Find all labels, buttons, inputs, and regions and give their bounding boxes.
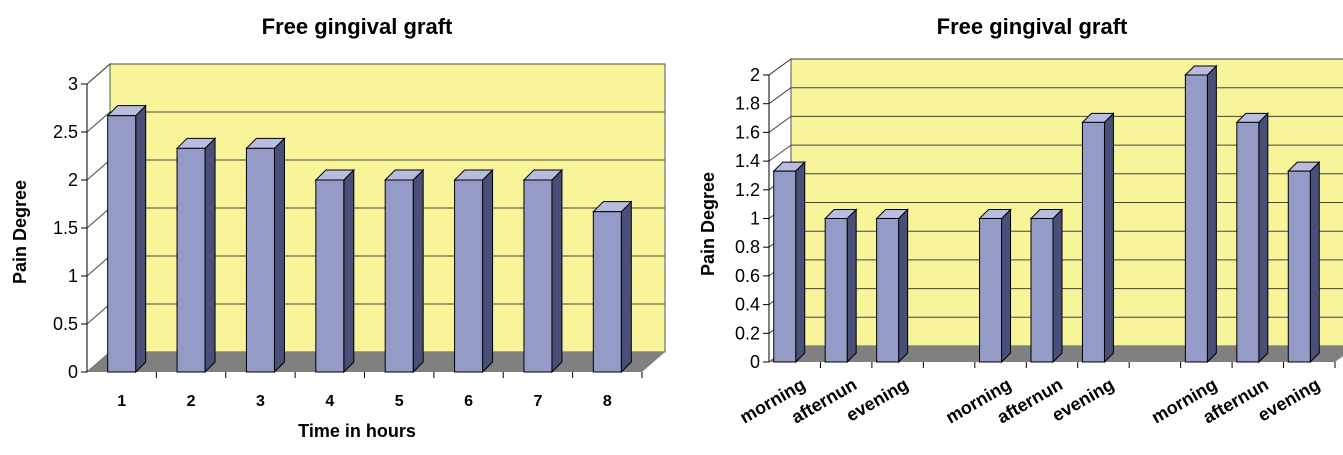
bar (106, 104, 147, 374)
y-tick-label: 1.4 (735, 151, 760, 171)
plot-floor (87, 352, 665, 372)
bar-front (1081, 121, 1105, 363)
bar (453, 168, 494, 374)
chart-right-title: Free gingival graft (937, 14, 1128, 39)
bar (592, 200, 633, 374)
y-tick-label: 0 (68, 362, 78, 382)
bar-front (1236, 121, 1260, 363)
bar-front (245, 147, 275, 373)
x-tick-label: 7 (533, 393, 542, 410)
y-tick-label: 0.2 (735, 323, 760, 343)
bar (978, 208, 1012, 364)
y-tick-label: 0 (750, 352, 760, 372)
bar-side (898, 208, 909, 364)
bar-side (1001, 208, 1012, 364)
bar-side (204, 137, 216, 374)
bar-side (1103, 112, 1114, 364)
gridline-side (86, 207, 111, 229)
bar (175, 137, 217, 374)
chart-left-xlabel: Time in hours (298, 421, 416, 441)
bar-front (384, 179, 414, 373)
y-tick-label: 0.8 (735, 237, 760, 257)
bar-side (795, 160, 806, 364)
bar-front (592, 211, 622, 373)
bar (314, 168, 356, 374)
bar (1029, 208, 1064, 364)
bar-side (1258, 112, 1269, 364)
gridline-side (768, 58, 792, 76)
x-tick-label: 2 (187, 393, 196, 410)
bar-front (773, 170, 797, 363)
bar-front (979, 218, 1003, 363)
y-tick-label: 2 (68, 170, 78, 190)
bar-side (343, 168, 355, 374)
bar (772, 160, 806, 364)
bar-front (107, 115, 137, 373)
bar-side (846, 208, 857, 364)
x-tick-label: 4 (325, 393, 334, 410)
chart-left-title: Free gingival graft (262, 14, 453, 39)
bar-side (1309, 160, 1320, 364)
bar-front (824, 218, 848, 363)
chart-right-ylabel: Pain Degree (698, 172, 718, 276)
chart-left-ylabel: Pain Degree (10, 180, 30, 284)
bar (875, 208, 909, 364)
bar (383, 168, 425, 374)
y-tick-label: 1 (750, 209, 760, 229)
y-tick-label: 1 (68, 266, 78, 286)
x-tick-label: 5 (395, 393, 404, 410)
y-tick-label: 2.5 (53, 122, 78, 142)
gridline-side (86, 111, 111, 133)
bar-front (1287, 170, 1311, 363)
bar (522, 168, 564, 374)
y-tick-label: 1.6 (735, 122, 760, 142)
bar (245, 137, 286, 374)
bar-front (876, 218, 900, 363)
x-tick-label: 6 (464, 393, 473, 410)
x-tick-label: 3 (256, 393, 265, 410)
bar-side (482, 168, 494, 374)
y-tick-label: 2 (750, 65, 760, 85)
gridline-side (768, 144, 792, 162)
gridline-side (86, 255, 111, 277)
y-tick-label: 0.6 (735, 266, 760, 286)
bar-side (1052, 208, 1063, 364)
bar (1184, 64, 1218, 364)
bar-side (273, 137, 285, 374)
chart-left: Free gingival graft Pain Degree Time in … (10, 14, 666, 441)
bar-front (1030, 218, 1054, 363)
gridline-side (86, 63, 111, 85)
gridline-side (86, 303, 111, 325)
y-tick-label: 0.5 (53, 314, 78, 334)
bar-front (176, 147, 206, 373)
bar-side (135, 104, 147, 374)
gridline-side (768, 115, 792, 133)
y-tick-label: 1.2 (735, 180, 760, 200)
bar-front (315, 179, 345, 373)
bar (1081, 112, 1115, 364)
y-tick-label: 3 (68, 74, 78, 94)
y-tick-label: 1.5 (53, 218, 78, 238)
bar-side (551, 168, 563, 374)
bar (1287, 160, 1321, 364)
x-tick-label: 8 (603, 393, 612, 410)
bar-side (412, 168, 424, 374)
bar-side (620, 200, 632, 374)
y-tick-label: 1.8 (735, 94, 760, 114)
bar-front (454, 179, 484, 373)
bar-front (1184, 74, 1208, 363)
y-tick-label: 0.4 (735, 295, 760, 315)
gridline-side (86, 159, 111, 181)
bar (823, 208, 858, 364)
gridline-side (768, 87, 792, 105)
x-tick-label: 1 (117, 393, 126, 410)
chart-right-plot: 00.20.40.60.811.21.41.61.82morningaftern… (735, 58, 1343, 427)
bar (1235, 112, 1270, 364)
bar-side (1206, 64, 1217, 364)
bar-front (523, 179, 553, 373)
chart-right: Free gingival graft Pain Degree 0 0.2 0.4 0… (698, 14, 1343, 427)
chart-left-plot: 0 0.5 1 1.5 2 2.5 3 1 2 3 4 5 6 7 8 (53, 62, 666, 410)
